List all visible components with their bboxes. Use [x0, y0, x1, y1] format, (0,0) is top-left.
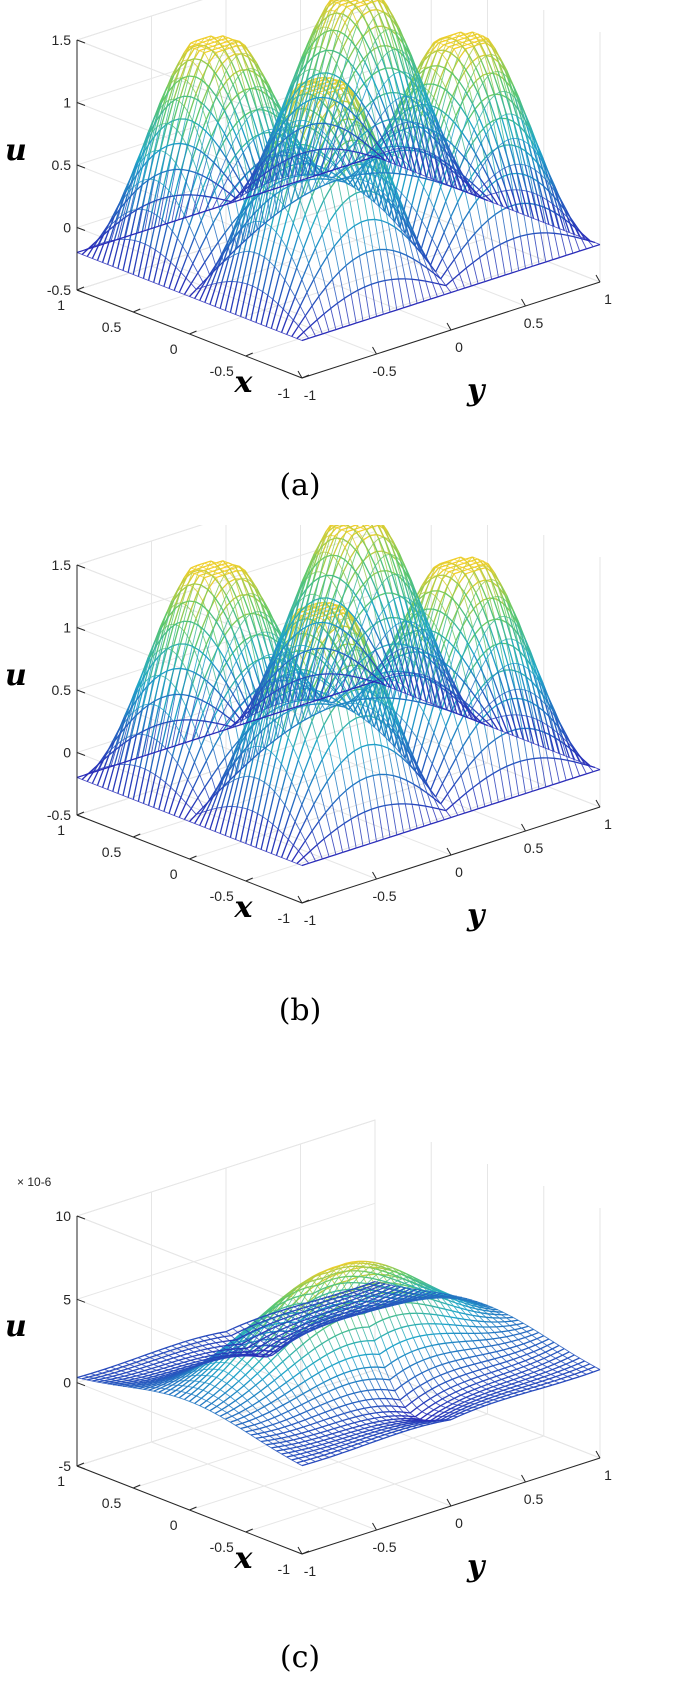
y-tick-label: -0.5: [372, 888, 396, 904]
y-tick-label: -0.5: [372, 363, 396, 379]
z-axis-label: u: [5, 658, 27, 693]
x-tick-label: 0.5: [102, 1495, 122, 1511]
grid-lines: [75, 1119, 602, 1555]
z-tick-label: 1: [63, 620, 71, 636]
z-tick-label: 0: [63, 745, 71, 761]
z-tick-label: -5: [59, 1458, 72, 1474]
x-axis-label: x: [234, 1541, 254, 1576]
x-tick-label: -0.5: [210, 363, 234, 379]
y-tick-label: 0.5: [524, 1491, 544, 1507]
x-tick-label: 0: [170, 1517, 178, 1533]
y-tick-label: 1: [604, 816, 612, 832]
caption-b: (b): [278, 993, 322, 1028]
y-axis-label: y: [466, 1549, 487, 1584]
y-tick-label: 0.5: [524, 840, 544, 856]
z-axis-label: u: [5, 133, 27, 168]
y-tick-label: 0.5: [524, 315, 544, 331]
x-tick-label: 1: [57, 1473, 65, 1489]
z-tick-label: 1.5: [52, 557, 72, 573]
z-tick-label: -0.5: [47, 282, 71, 298]
surface-plot-a: -0.5 0 0.5 1 1.5 1 0.5 0 -0.5 -1 -1 -0.5 0 0.5 1 u x y: [5, 0, 612, 408]
caption-c: (c): [279, 1640, 321, 1675]
z-tick-label: 0: [63, 1375, 71, 1391]
y-tick-label: 1: [604, 291, 612, 307]
surface-mesh: [76, 1260, 601, 1467]
y-tick-label: -1: [304, 387, 317, 403]
surface-plot-b: -0.5 0 0.5 1 1.5 1 0.5 0 -0.5 -1 -1 -0.5 0 0.5 1 u x y: [5, 525, 612, 933]
axes: -0.5 0 0.5 1 1.5 1 0.5 0 -0.5 -1 -1 -0.5 0 0.5 1 u x y: [5, 32, 612, 408]
chart-panel-c: -5 0 5 10 1 0.5 0 -0.5 -1 -1 -0.5 0 0.5 1 u x y × 10-6 (c…: [0, 1050, 685, 1690]
surface-mesh: [76, 525, 601, 867]
z-tick-label: 0.5: [52, 682, 72, 698]
z-tick-label: 0.5: [52, 157, 72, 173]
x-tick-label: 1: [57, 822, 65, 838]
x-tick-label: -1: [278, 385, 291, 401]
x-tick-label: 0.5: [102, 844, 122, 860]
surface-mesh: [76, 0, 601, 342]
y-tick-label: -0.5: [372, 1539, 396, 1555]
surface-plot-c: -5 0 5 10 1 0.5 0 -0.5 -1 -1 -0.5 0 0.5 1 u x y × 10-6: [5, 1119, 612, 1584]
y-tick-label: 0: [455, 339, 463, 355]
chart-panel-a: -0.5 0 0.5 1 1.5 1 0.5 0 -0.5 -1 -1 -0.5 0 0.5 1 u x y (a…: [0, 0, 685, 520]
x-tick-label: -0.5: [210, 1539, 234, 1555]
z-tick-label: 5: [63, 1291, 71, 1307]
z-tick-label: 10: [55, 1208, 71, 1224]
x-tick-label: 0: [170, 866, 178, 882]
x-axis-label: x: [234, 365, 254, 400]
x-tick-label: 0: [170, 341, 178, 357]
y-tick-label: 1: [604, 1467, 612, 1483]
z-tick-label: 1.5: [52, 32, 72, 48]
x-tick-label: -1: [278, 1561, 291, 1577]
y-axis-label: y: [466, 898, 487, 933]
x-tick-label: 0.5: [102, 319, 122, 335]
axes: -5 0 5 10 1 0.5 0 -0.5 -1 -1 -0.5 0 0.5 1 u x y × 10-6: [5, 1175, 612, 1584]
z-axis-label: u: [5, 1309, 27, 1344]
z-tick-label: 1: [63, 95, 71, 111]
chart-panel-b: -0.5 0 0.5 1 1.5 1 0.5 0 -0.5 -1 -1 -0.5 0 0.5 1 u x y (b…: [0, 525, 685, 1045]
x-axis-label: x: [234, 890, 254, 925]
x-tick-label: -0.5: [210, 888, 234, 904]
y-tick-label: -1: [304, 912, 317, 928]
z-tick-label: 0: [63, 220, 71, 236]
y-axis-label: y: [466, 373, 487, 408]
y-tick-label: 0: [455, 1515, 463, 1531]
x-tick-label: 1: [57, 297, 65, 313]
z-tick-label: -0.5: [47, 807, 71, 823]
x-tick-label: -1: [278, 910, 291, 926]
axes: -0.5 0 0.5 1 1.5 1 0.5 0 -0.5 -1 -1 -0.5 0 0.5 1 u x y: [5, 557, 612, 933]
caption-a: (a): [279, 468, 321, 503]
y-tick-label: -1: [304, 1563, 317, 1579]
y-tick-label: 0: [455, 864, 463, 880]
z-exponent-label: × 10-6: [17, 1175, 52, 1189]
